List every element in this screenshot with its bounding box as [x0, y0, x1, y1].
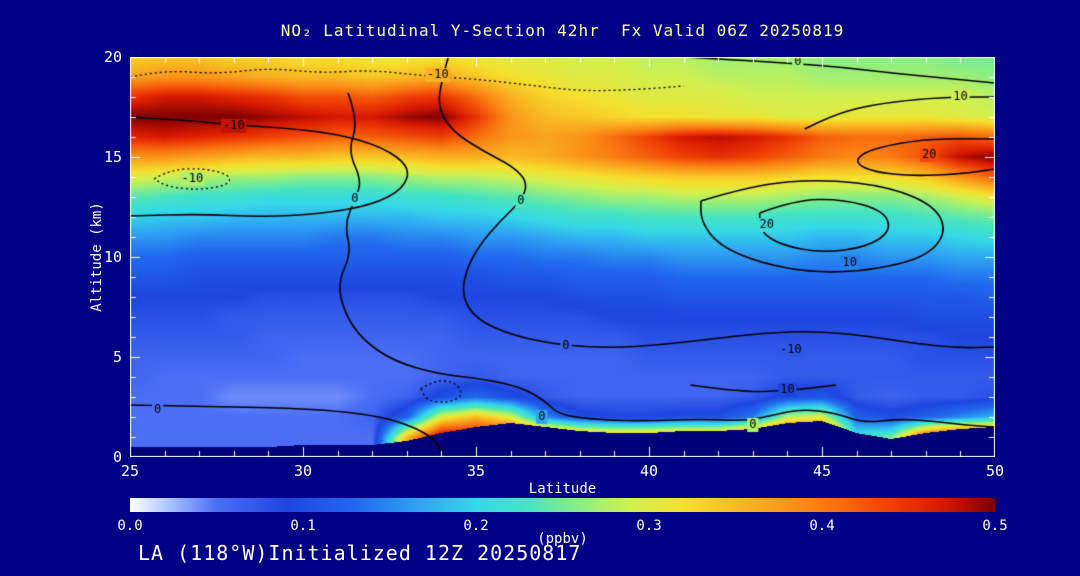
- colorbar: [130, 498, 995, 512]
- x-tick-label: 45: [812, 462, 832, 480]
- x-axis-label: Latitude: [528, 481, 597, 497]
- x-tick-label: 50: [985, 462, 1005, 480]
- x-tick-label: 25: [120, 462, 140, 480]
- colorbar-label: (ppbv): [537, 531, 588, 547]
- init-caption: LA (118°W)Initialized 12Z 20250817: [138, 541, 582, 565]
- colorbar-tick-label: 0.3: [636, 518, 662, 534]
- colorbar-tick-label: 0.1: [290, 518, 316, 534]
- x-tick-label: 35: [466, 462, 486, 480]
- colorbar-tick-label: 0.0: [117, 518, 143, 534]
- x-tick-label: 30: [293, 462, 313, 480]
- y-tick-label: 15: [103, 148, 122, 166]
- x-tick-label: 40: [639, 462, 659, 480]
- y-tick-label: 0: [112, 448, 122, 466]
- contour-plot-canvas: [130, 57, 995, 457]
- y-tick-label: 5: [112, 348, 122, 366]
- y-tick-label: 10: [103, 248, 122, 266]
- colorbar-tick-label: 0.4: [809, 518, 835, 534]
- colorbar-tick-label: 0.5: [982, 518, 1008, 534]
- y-tick-label: 20: [103, 48, 122, 66]
- colorbar-tick-label: 0.2: [463, 518, 489, 534]
- chart-title: NO₂ Latitudinal Y-Section 42hr Fx Valid …: [280, 21, 845, 40]
